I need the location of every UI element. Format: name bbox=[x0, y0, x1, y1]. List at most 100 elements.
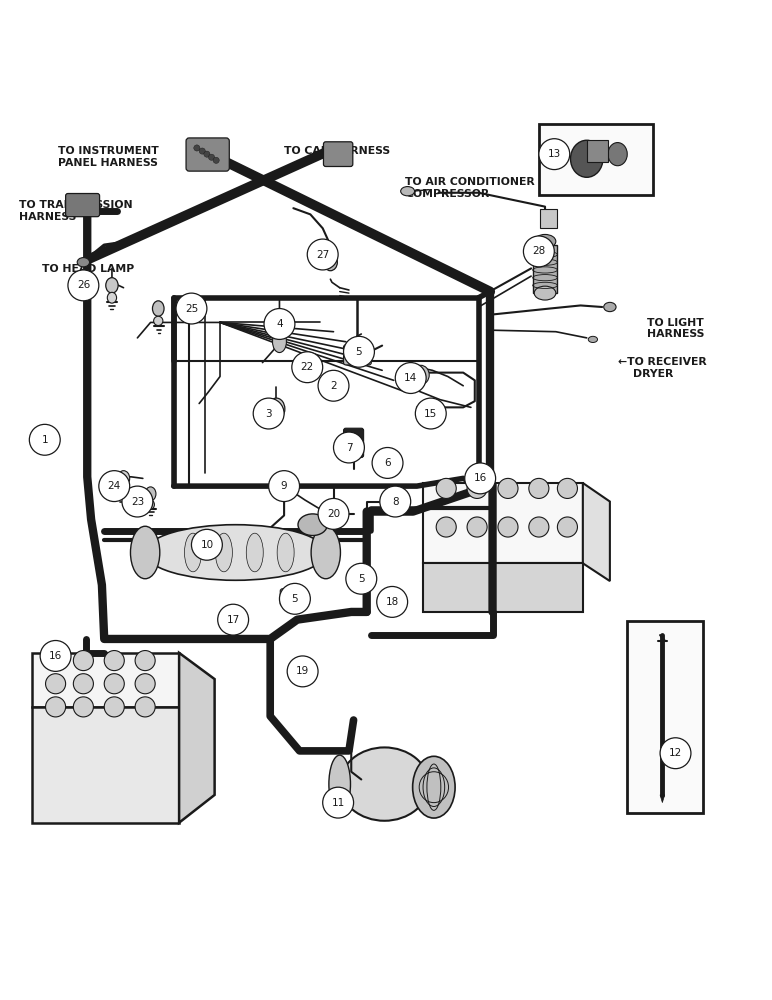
Bar bbox=[540, 209, 557, 228]
Ellipse shape bbox=[144, 525, 326, 580]
Ellipse shape bbox=[412, 756, 455, 818]
Ellipse shape bbox=[534, 234, 556, 248]
Bar bbox=[539, 124, 653, 195]
Ellipse shape bbox=[154, 316, 163, 326]
Polygon shape bbox=[32, 707, 179, 823]
Ellipse shape bbox=[311, 526, 340, 579]
Circle shape bbox=[660, 738, 691, 769]
Text: 12: 12 bbox=[669, 748, 682, 758]
Circle shape bbox=[529, 517, 549, 537]
Ellipse shape bbox=[77, 258, 90, 267]
Circle shape bbox=[104, 697, 124, 717]
Circle shape bbox=[73, 697, 93, 717]
Ellipse shape bbox=[185, 533, 201, 572]
Text: 25: 25 bbox=[185, 304, 198, 314]
Ellipse shape bbox=[117, 471, 130, 486]
FancyBboxPatch shape bbox=[344, 345, 371, 365]
FancyBboxPatch shape bbox=[323, 142, 353, 166]
Text: 28: 28 bbox=[532, 246, 546, 256]
Text: 14: 14 bbox=[404, 373, 418, 383]
Circle shape bbox=[498, 478, 518, 498]
Text: 7: 7 bbox=[346, 443, 352, 453]
FancyBboxPatch shape bbox=[66, 194, 100, 217]
Text: 24: 24 bbox=[107, 481, 121, 491]
Text: 11: 11 bbox=[331, 798, 345, 808]
Circle shape bbox=[199, 148, 205, 154]
Circle shape bbox=[68, 270, 99, 301]
Text: 3: 3 bbox=[266, 409, 272, 419]
Circle shape bbox=[29, 424, 60, 455]
Circle shape bbox=[194, 145, 200, 151]
Circle shape bbox=[46, 674, 66, 694]
Ellipse shape bbox=[323, 254, 337, 271]
Circle shape bbox=[529, 478, 549, 498]
Circle shape bbox=[287, 656, 318, 687]
FancyBboxPatch shape bbox=[350, 569, 373, 586]
Circle shape bbox=[334, 432, 364, 463]
Ellipse shape bbox=[246, 533, 263, 572]
Ellipse shape bbox=[604, 302, 616, 312]
Text: 10: 10 bbox=[200, 540, 214, 550]
Ellipse shape bbox=[534, 286, 556, 300]
Bar bbox=[533, 245, 557, 293]
Text: 15: 15 bbox=[424, 409, 438, 419]
FancyBboxPatch shape bbox=[344, 428, 364, 458]
Circle shape bbox=[40, 641, 71, 671]
Text: TO TRANSMISSION
HARNESS: TO TRANSMISSION HARNESS bbox=[19, 200, 133, 222]
Ellipse shape bbox=[268, 398, 285, 420]
Circle shape bbox=[135, 697, 155, 717]
Ellipse shape bbox=[145, 487, 156, 501]
Ellipse shape bbox=[608, 143, 627, 166]
Text: 13: 13 bbox=[547, 149, 561, 159]
Circle shape bbox=[436, 478, 456, 498]
Ellipse shape bbox=[106, 278, 118, 293]
Circle shape bbox=[269, 471, 300, 502]
Circle shape bbox=[208, 154, 215, 160]
Ellipse shape bbox=[273, 331, 286, 353]
Polygon shape bbox=[32, 653, 179, 707]
Text: 26: 26 bbox=[76, 280, 90, 290]
Text: 19: 19 bbox=[296, 666, 310, 676]
Circle shape bbox=[395, 363, 426, 393]
Text: 2: 2 bbox=[330, 381, 337, 391]
Ellipse shape bbox=[340, 747, 429, 821]
Circle shape bbox=[73, 651, 93, 671]
Text: ←TO RECEIVER
    DRYER: ←TO RECEIVER DRYER bbox=[618, 357, 706, 379]
Circle shape bbox=[557, 517, 577, 537]
Circle shape bbox=[523, 236, 554, 267]
Circle shape bbox=[218, 604, 249, 635]
Circle shape bbox=[122, 486, 153, 517]
Circle shape bbox=[135, 674, 155, 694]
Circle shape bbox=[318, 370, 349, 401]
Circle shape bbox=[191, 529, 222, 560]
Circle shape bbox=[323, 787, 354, 818]
Ellipse shape bbox=[323, 376, 344, 393]
Circle shape bbox=[99, 471, 130, 502]
Text: 4: 4 bbox=[276, 319, 283, 329]
Text: 16: 16 bbox=[49, 651, 63, 661]
Circle shape bbox=[204, 151, 210, 157]
Text: 22: 22 bbox=[300, 362, 314, 372]
Polygon shape bbox=[660, 795, 665, 803]
Circle shape bbox=[292, 352, 323, 383]
Text: 8: 8 bbox=[392, 497, 398, 507]
Circle shape bbox=[318, 498, 349, 529]
Text: 1: 1 bbox=[42, 435, 48, 445]
Circle shape bbox=[46, 697, 66, 717]
Circle shape bbox=[176, 293, 207, 324]
Polygon shape bbox=[423, 563, 583, 612]
Circle shape bbox=[539, 139, 570, 170]
Circle shape bbox=[46, 651, 66, 671]
Circle shape bbox=[264, 309, 295, 339]
Ellipse shape bbox=[119, 486, 128, 498]
Bar bbox=[587, 140, 608, 162]
Text: 27: 27 bbox=[316, 250, 330, 260]
Circle shape bbox=[380, 486, 411, 517]
Circle shape bbox=[104, 674, 124, 694]
Text: 16: 16 bbox=[473, 473, 487, 483]
Circle shape bbox=[467, 517, 487, 537]
Circle shape bbox=[498, 517, 518, 537]
Text: 23: 23 bbox=[130, 497, 144, 507]
Circle shape bbox=[253, 398, 284, 429]
Circle shape bbox=[436, 517, 456, 537]
